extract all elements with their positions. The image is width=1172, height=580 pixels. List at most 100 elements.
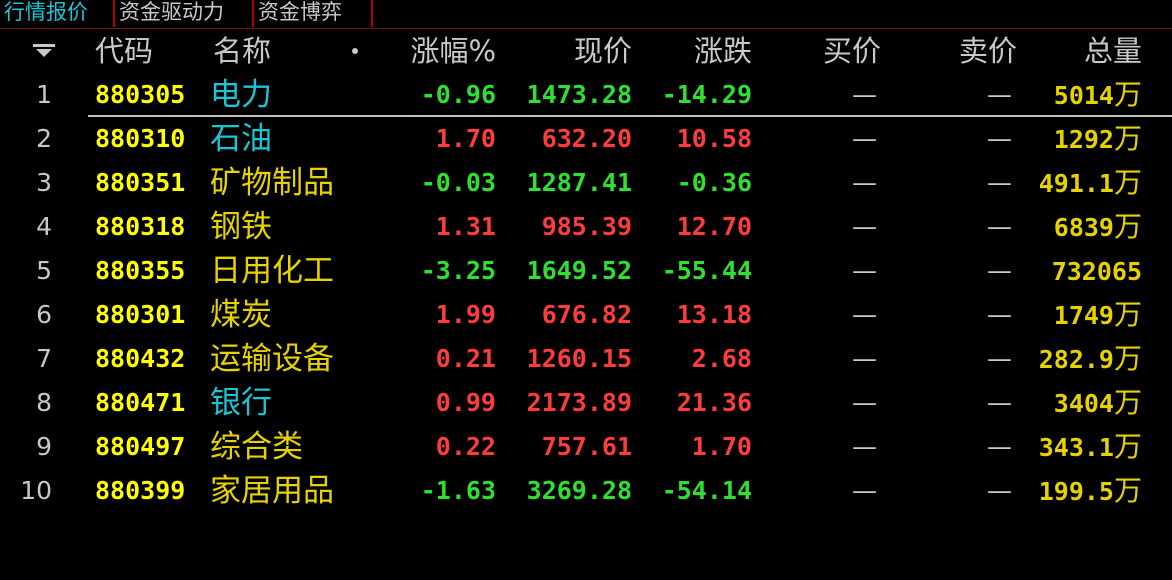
table-row[interactable]: 3 880351 矿物制品 -0.03 1287.41 -0.36 — — 491.1万 [0, 161, 1172, 205]
header-price[interactable]: 现价 [573, 34, 632, 68]
current-price: 2173.89 [526, 388, 632, 417]
stock-code: 880301 [95, 300, 186, 329]
tab-quote[interactable]: 行情报价 [0, 0, 115, 27]
header-pct[interactable]: 涨幅% [410, 34, 496, 68]
row-index: 6 [36, 300, 52, 329]
total-volume: 199.5万 [1039, 469, 1142, 513]
sell-price: — [987, 300, 1012, 329]
stock-code: 880318 [95, 212, 186, 241]
stock-code: 880355 [95, 256, 186, 285]
change-pct: 0.99 [435, 388, 496, 417]
change-pct: -3.25 [420, 256, 496, 285]
change-pct: -0.96 [420, 80, 496, 109]
table-row[interactable]: 10 880399 家居用品 -1.63 3269.28 -54.14 — — 199.5万 [0, 469, 1172, 513]
tab-bar: 行情报价 资金驱动力 资金博弈 [0, 0, 1172, 29]
table-row[interactable]: 9 880497 综合类 0.22 757.61 1.70 — — 343.1万 [0, 425, 1172, 469]
change-pct: -1.63 [420, 476, 496, 505]
table-row[interactable]: 4 880318 钢铁 1.31 985.39 12.70 — — 6839万 [0, 205, 1172, 249]
tab-capital-drive[interactable]: 资金驱动力 [115, 0, 254, 27]
change-pct: 1.99 [435, 300, 496, 329]
price-change: 13.18 [676, 300, 752, 329]
stock-code: 880432 [95, 344, 186, 373]
sector-name: 银行 [210, 385, 272, 421]
total-volume: 6839万 [1054, 205, 1142, 249]
header-change[interactable]: 涨跌 [693, 34, 752, 68]
stock-code: 880310 [95, 124, 186, 153]
sell-price: — [987, 80, 1012, 109]
buy-price: — [852, 212, 877, 241]
table-row[interactable]: 6 880301 煤炭 1.99 676.82 13.18 — — 1749万 [0, 293, 1172, 337]
row-index: 4 [36, 212, 52, 241]
sector-name: 家居用品 [210, 473, 334, 509]
row-index: 1 [36, 80, 52, 109]
buy-price: — [852, 124, 877, 153]
current-price: 676.82 [541, 300, 632, 329]
row-index: 10 [20, 476, 52, 505]
current-price: 1260.15 [526, 344, 632, 373]
volume-value: 3404 [1053, 389, 1114, 418]
total-volume: 1749万 [1054, 293, 1142, 337]
volume-unit: 万 [1113, 166, 1142, 199]
row-index: 3 [36, 168, 52, 197]
buy-price: — [852, 344, 877, 373]
header-buy[interactable]: 买价 [823, 34, 882, 68]
total-volume: 1292万 [1054, 117, 1142, 161]
table-row[interactable]: 5 880355 日用化工 -3.25 1649.52 -55.44 — — 732065 [0, 249, 1172, 293]
table-row[interactable]: 2 880310 石油 1.70 632.20 10.58 — — 1292万 [0, 117, 1172, 161]
change-pct: 1.31 [435, 212, 496, 241]
price-change: 21.36 [676, 388, 752, 417]
sector-name: 煤炭 [210, 297, 272, 333]
change-pct: 0.22 [435, 432, 496, 461]
volume-value: 343.1 [1038, 433, 1114, 462]
sell-price: — [987, 432, 1012, 461]
total-volume: 3404万 [1054, 381, 1142, 425]
stock-code: 880471 [95, 388, 186, 417]
price-change: -55.44 [661, 256, 752, 285]
current-price: 1287.41 [526, 168, 632, 197]
sector-name: 钢铁 [210, 209, 272, 245]
change-pct: 1.70 [435, 124, 496, 153]
sell-price: — [987, 212, 1012, 241]
current-price: 1649.52 [526, 256, 632, 285]
volume-unit: 万 [1113, 342, 1142, 375]
volume-value: 732065 [1051, 257, 1142, 286]
table-row[interactable]: 7 880432 运输设备 0.21 1260.15 2.68 — — 282.9万 [0, 337, 1172, 381]
volume-unit: 万 [1113, 78, 1142, 111]
price-change: 10.58 [676, 124, 752, 153]
stock-code: 880305 [95, 80, 186, 109]
column-marker-dot [352, 48, 358, 54]
buy-price: — [852, 300, 877, 329]
current-price: 1473.28 [526, 80, 632, 109]
stock-code: 880497 [95, 432, 186, 461]
sort-down-icon[interactable] [33, 44, 55, 58]
volume-value: 199.5 [1038, 477, 1114, 506]
volume-unit: 万 [1113, 122, 1142, 155]
volume-unit: 万 [1113, 298, 1142, 331]
column-header: 代码 名称 涨幅% 现价 涨跌 买价 卖价 总量 [0, 30, 1172, 72]
price-change: 2.68 [691, 344, 752, 373]
header-sell[interactable]: 卖价 [959, 34, 1018, 68]
total-volume: 343.1万 [1039, 425, 1142, 469]
volume-unit: 万 [1113, 474, 1142, 507]
change-pct: -0.03 [420, 168, 496, 197]
table-row[interactable]: 1 880305 电力 -0.96 1473.28 -14.29 — — 5014万 [0, 73, 1172, 117]
stock-code: 880399 [95, 476, 186, 505]
header-volume[interactable]: 总量 [1083, 34, 1142, 68]
volume-value: 5014 [1053, 81, 1114, 110]
header-code[interactable]: 代码 [95, 34, 154, 68]
header-name[interactable]: 名称 [213, 34, 272, 68]
stock-code: 880351 [95, 168, 186, 197]
tab-capital-game[interactable]: 资金博弈 [254, 0, 373, 27]
sector-name: 运输设备 [210, 341, 334, 377]
current-price: 632.20 [541, 124, 632, 153]
sector-name: 日用化工 [210, 253, 334, 289]
volume-value: 491.1 [1038, 169, 1114, 198]
price-change: -14.29 [661, 80, 752, 109]
sell-price: — [987, 168, 1012, 197]
price-change: -0.36 [676, 168, 752, 197]
volume-unit: 万 [1113, 210, 1142, 243]
table-row[interactable]: 8 880471 银行 0.99 2173.89 21.36 — — 3404万 [0, 381, 1172, 425]
sell-price: — [987, 256, 1012, 285]
volume-value: 1292 [1053, 125, 1114, 154]
sector-name: 石油 [210, 121, 272, 157]
